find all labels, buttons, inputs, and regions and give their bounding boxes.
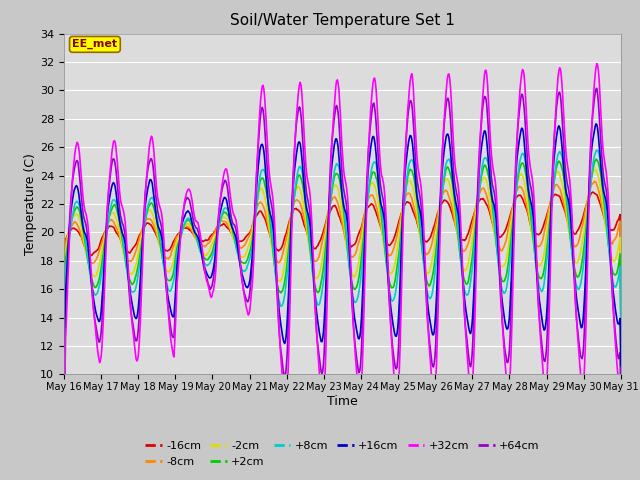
Text: EE_met: EE_met: [72, 39, 118, 49]
Y-axis label: Temperature (C): Temperature (C): [24, 153, 37, 255]
Legend: -16cm, -8cm, -2cm, +2cm, +8cm, +16cm, +32cm, +64cm: -16cm, -8cm, -2cm, +2cm, +8cm, +16cm, +3…: [141, 437, 544, 471]
X-axis label: Time: Time: [327, 395, 358, 408]
Title: Soil/Water Temperature Set 1: Soil/Water Temperature Set 1: [230, 13, 455, 28]
